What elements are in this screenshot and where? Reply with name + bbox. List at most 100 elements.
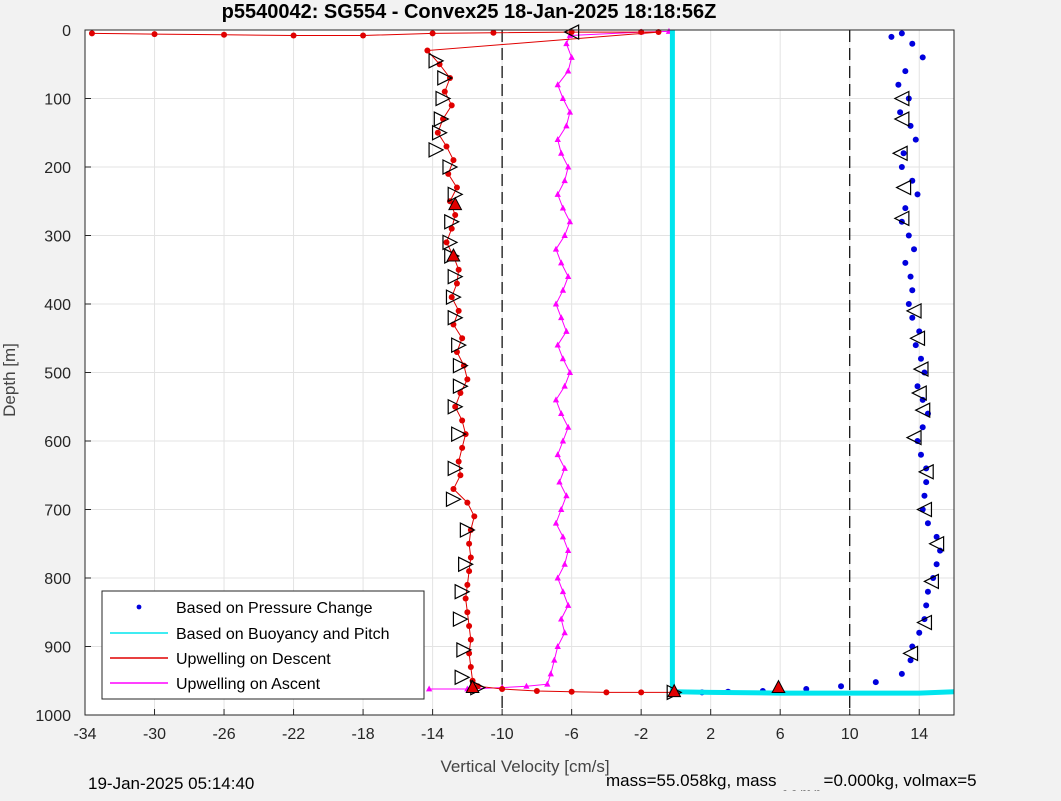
x-tick-label: -14 (421, 726, 444, 743)
data-point-upwelling-on-ascent (559, 355, 567, 362)
x-tick-label: 2 (706, 726, 715, 743)
data-point-based-on-pressure-change (907, 273, 914, 280)
data-point-based-on-pressure-change (905, 301, 912, 307)
descent-arrow-marker (442, 159, 459, 175)
data-point-upwelling-on-descent (462, 595, 469, 602)
data-point-upwelling-on-ascent (565, 67, 572, 74)
data-point-upwelling-on-ascent (565, 601, 572, 608)
data-point-upwelling-on-descent (443, 143, 450, 150)
data-point-upwelling-on-descent (603, 689, 610, 696)
data-point-upwelling-on-ascent (561, 464, 568, 471)
data-point-based-on-pressure-change (888, 33, 895, 40)
data-point-based-on-pressure-change (902, 68, 909, 75)
y-tick-label: 0 (62, 23, 71, 40)
ascent-arrow-marker (895, 179, 912, 196)
data-point-upwelling-on-descent (467, 636, 474, 643)
data-point-upwelling-on-ascent (566, 218, 574, 225)
data-point-upwelling-on-ascent (554, 643, 561, 649)
data-point-upwelling-on-ascent (561, 232, 568, 238)
data-point-based-on-pressure-change (902, 205, 909, 212)
legend-label-descent: Upwelling on Descent (176, 651, 331, 668)
x-tick-label: -2 (634, 726, 648, 743)
descent-arrow-marker (428, 52, 445, 69)
data-point-upwelling-on-ascent (554, 81, 561, 88)
data-point-upwelling-on-ascent (563, 327, 570, 334)
legend-box (101, 590, 425, 700)
data-point-upwelling-on-ascent (544, 680, 551, 687)
x-tick-label: -10 (491, 726, 514, 743)
data-point-upwelling-on-ascent (554, 136, 561, 143)
ascent-arrow-marker (917, 463, 934, 480)
data-point-upwelling-on-descent (360, 32, 367, 39)
data-point-based-on-pressure-change (909, 287, 916, 294)
data-point-upwelling-on-ascent (565, 163, 572, 170)
data-point-upwelling-on-ascent (558, 506, 565, 512)
descent-arrow-marker (428, 141, 445, 158)
data-point-based-on-pressure-change (917, 355, 924, 362)
descent-arrow-marker (452, 611, 469, 628)
data-point-upwelling-on-ascent (563, 40, 570, 47)
descent-arrow-marker (447, 398, 464, 415)
data-point-upwelling-on-descent (452, 403, 459, 410)
data-point-upwelling-on-descent (443, 239, 450, 246)
data-point-upwelling-on-descent (455, 458, 462, 465)
footer-comp-subscript: comp (781, 785, 823, 791)
data-point-upwelling-on-ascent (561, 560, 568, 567)
descent-arrow-marker (456, 641, 473, 658)
descent-arrow-marker (447, 268, 464, 285)
data-point-based-on-pressure-change (914, 191, 921, 198)
ascent-arrow-marker (916, 501, 933, 518)
data-point-upwelling-on-descent (638, 29, 645, 36)
grid-lines (84, 29, 954, 716)
x-axis-ticks: -34 -30 -26 -22 -18 -14 -10 -6 -2 2 6 10 14 (73, 709, 928, 743)
data-point-upwelling-on-ascent (552, 245, 560, 252)
data-point-upwelling-on-ascent (566, 369, 574, 375)
y-tick-label: 100 (44, 92, 71, 109)
x-tick-label: -6 (565, 726, 579, 743)
data-point-upwelling-on-descent (450, 485, 457, 492)
y-tick-label: 700 (44, 503, 71, 520)
data-point-upwelling-on-ascent (552, 396, 560, 403)
data-point-based-on-pressure-change (912, 342, 919, 349)
legend-label-pressure: Based on Pressure Change (176, 600, 373, 617)
descent-arrow-marker (444, 213, 461, 230)
data-point-upwelling-on-ascent (559, 204, 567, 211)
data-point-upwelling-on-descent (638, 689, 645, 696)
data-point-based-on-pressure-change (898, 164, 905, 170)
data-point-based-on-pressure-change (914, 383, 921, 390)
data-point-upwelling-on-descent (466, 568, 473, 575)
ascent-arrow-marker (905, 429, 922, 446)
ascent-arrow-marker (563, 24, 580, 41)
x-tick-label: -34 (73, 726, 96, 743)
data-point-upwelling-on-ascent (565, 273, 572, 280)
ascent-arrow-marker (905, 302, 922, 319)
data-point-upwelling-on-descent (221, 31, 228, 38)
data-point-upwelling-on-ascent (559, 286, 567, 293)
data-point-upwelling-on-descent (424, 47, 431, 54)
data-point-upwelling-on-descent (453, 280, 460, 287)
red-triangle-marker (465, 679, 480, 693)
legend-label-ascent: Upwelling on Ascent (176, 676, 321, 693)
data-point-upwelling-on-descent (452, 211, 459, 218)
y-tick-label: 1000 (35, 708, 71, 725)
data-point-based-on-pressure-change (923, 602, 930, 609)
data-point-upwelling-on-descent (490, 29, 497, 36)
data-point-upwelling-on-ascent (554, 451, 561, 458)
data-point-upwelling-on-ascent (558, 149, 565, 156)
data-point-based-on-pressure-change (933, 561, 940, 568)
data-point-based-on-pressure-change (895, 81, 902, 88)
descent-arrow-marker (442, 234, 459, 251)
data-point-upwelling-on-descent (655, 29, 662, 36)
y-tick-label: 600 (44, 434, 71, 451)
ascent-arrow-marker (891, 145, 908, 162)
x-tick-label: -22 (282, 726, 305, 743)
chart-title: p5540042: SG554 - Convex25 18-Jan-2025 1… (222, 1, 717, 23)
data-point-upwelling-on-descent (457, 472, 464, 479)
data-point-based-on-pressure-change (898, 30, 905, 37)
footer-mass-text: mass=55.058kg, mass (606, 771, 777, 790)
data-point-upwelling-on-ascent (561, 382, 568, 389)
x-tick-label: 10 (841, 726, 859, 743)
data-point-based-on-pressure-change (902, 259, 909, 266)
ascent-arrow-marker (893, 90, 910, 107)
